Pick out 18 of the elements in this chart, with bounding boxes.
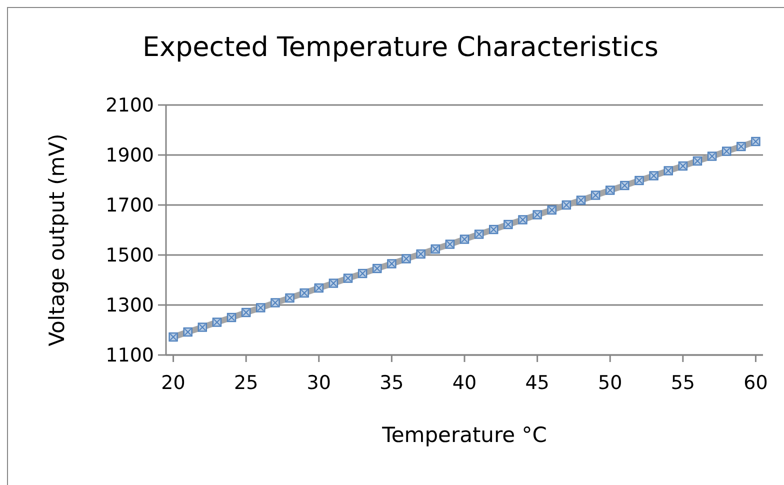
y-tick-label: 1700 [106,194,154,217]
x-tick-label: 30 [306,372,331,394]
x-tick-label: 20 [161,372,186,394]
y-tick-label: 1500 [106,244,154,267]
x-tick-label: 40 [452,372,477,394]
x-tick-label: 50 [598,372,622,394]
x-tick-label: 45 [525,372,550,394]
y-tick-label: 1900 [106,144,154,167]
y-tick-label: 1300 [106,294,154,317]
x-tick-label: 55 [670,372,696,394]
y-tick-label: 2100 [106,94,154,117]
x-axis-title: Temperature °C [381,423,547,447]
y-axis-title: Voltage output (mV) [45,134,69,346]
x-tick-label: 25 [234,372,258,394]
chart-title: Expected Temperature Characteristics [142,32,659,63]
x-tick-label: 60 [744,372,768,394]
x-tick-label: 35 [380,372,404,394]
y-tick-label: 1100 [106,344,154,367]
